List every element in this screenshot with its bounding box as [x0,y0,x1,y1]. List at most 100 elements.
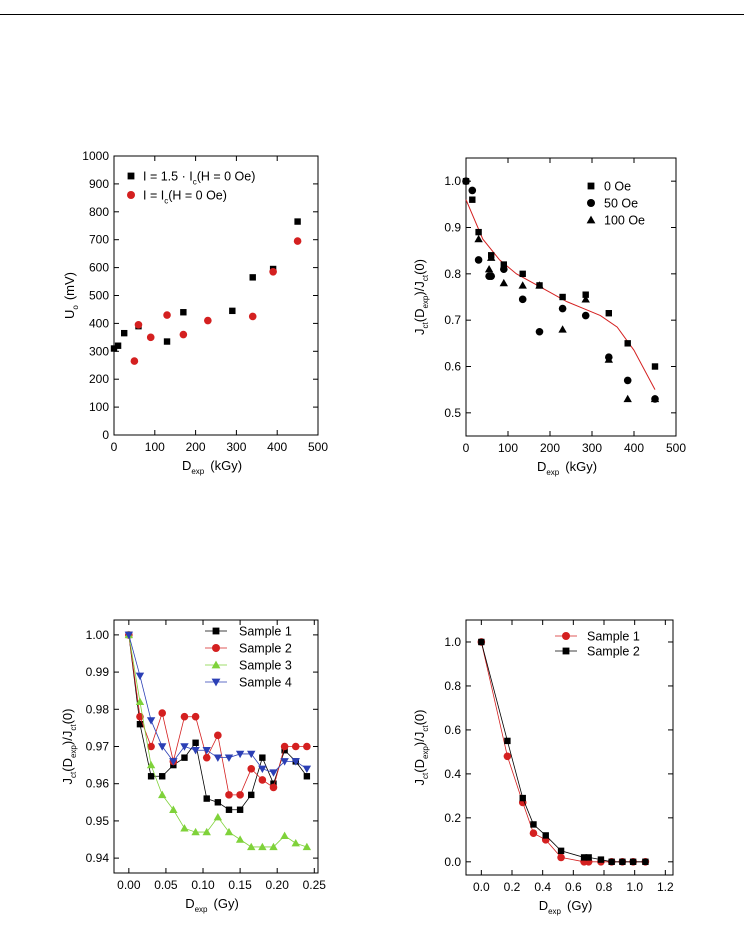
data-point [224,827,234,836]
data-point [269,769,278,777]
data-point [280,742,289,751]
data-point [236,806,244,813]
data-point [249,274,256,281]
y-tick-label: 900 [89,177,109,191]
y-tick-label: 1.0 [444,174,461,188]
x-tick-label: 400 [624,441,644,455]
data-point [303,742,311,751]
series-4 [124,631,312,777]
data-point [623,394,632,403]
data-point [247,750,256,759]
y-tick-label: 0.8 [444,679,461,693]
data-point [519,270,526,278]
legend: Sample 1 Sample 2 Sample 3 Sample 4 [205,625,292,690]
data-point [147,742,155,751]
data-point [468,186,477,195]
legend-label: Sample 1 [587,630,640,644]
data-point [487,253,496,261]
data-point [582,291,589,298]
data-point [291,758,300,766]
legend-marker [587,199,595,207]
data-point [302,765,312,774]
series-2 [462,177,659,403]
data-point [462,177,470,185]
x-axis-label-sub: exp [548,907,561,916]
plot-frame [465,619,674,876]
data-point [180,309,187,316]
x-tick-label: 100 [498,441,518,455]
y-tick-label: 0.99 [86,665,110,679]
data-point [158,743,167,751]
data-point [147,773,155,780]
x-axis-label-main: D [539,898,548,913]
y-tick-label: 0.6 [444,723,461,737]
x-tick-label: 0.05 [154,878,178,892]
series-line [128,634,308,774]
x-tick-label: 0.8 [596,880,613,894]
y-tick-label: 600 [89,261,109,275]
fit-curve [465,199,656,390]
data-point [258,842,267,851]
y-tick-label: 400 [89,316,109,330]
data-point [302,842,312,851]
y-axis-label-part: exp [69,745,78,758]
data-point [169,758,178,766]
x-tick-label: 0.4 [534,880,551,894]
legend-label: 0 Oe [604,180,631,194]
y-tick-label: 0.9 [444,221,461,235]
x-tick-label: 300 [582,441,602,455]
data-point [503,752,512,761]
x-tick-label: 0.25 [303,878,327,892]
y-axis-label-part: (D [412,309,427,323]
x-axis-label-main: D [185,896,194,911]
data-point [225,806,233,813]
x-tick-label: 1.0 [626,880,643,894]
data-point [500,265,508,274]
data-point [651,363,659,370]
y-tick-label: 100 [89,400,109,414]
data-point [499,278,508,287]
data-point [518,281,527,289]
y-tick-label: 1000 [82,149,109,163]
data-point [191,827,200,836]
data-point [235,835,245,843]
data-point [213,754,223,762]
y-axis-label-part: )/J [412,732,427,746]
data-point [110,345,118,352]
data-point [180,712,189,721]
y-tick-label: 300 [89,344,109,358]
y-axis-label-part: ct [421,725,430,732]
data-point [248,791,255,799]
y-tick-label: 0.94 [86,851,110,865]
legend-label-sub: c [193,178,197,187]
data-point [214,731,222,740]
data-point [114,342,122,349]
legend-label-tail: (H = 0 Oe) [168,189,227,203]
data-point [558,325,567,333]
data-point [293,237,302,245]
data-point [191,747,200,755]
data-point [280,831,289,839]
data-point [642,858,649,866]
x-axis-label-unit: (kGy) [210,458,242,473]
y-axis-label-part: o [71,305,80,310]
y-tick-label: 1.00 [86,628,110,642]
x-axis-label: Dexp (kGy) [537,459,597,477]
x-tick-label: 0 [463,441,470,455]
chart-panel-3: 0.00 0.05 0.10 0.15 0.20 0.25 0.94 0.95 0.96 0.97… [60,619,327,914]
data-point [146,333,155,342]
y-axis-label: Uo (mV) [62,272,80,319]
y-tick-label: 0.6 [444,360,461,374]
data-point [158,709,167,717]
y-axis-label-part: U [62,310,77,319]
y-tick-label: 0.7 [444,313,461,327]
data-point [650,394,660,403]
y-tick-label: 0.96 [86,777,110,791]
legend-marker [211,678,221,687]
data-point [259,754,266,761]
data-point [608,858,615,866]
data-point [557,853,565,862]
data-point [124,631,134,640]
x-tick-label: 0.6 [565,880,582,894]
